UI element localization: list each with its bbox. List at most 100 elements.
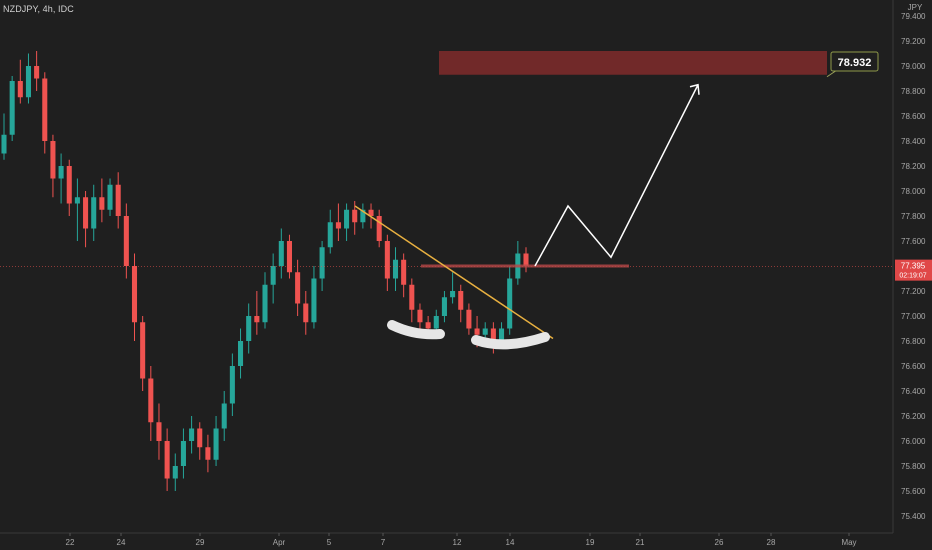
price-tick-label: 75.600 bbox=[901, 487, 926, 496]
candle-body bbox=[523, 253, 529, 266]
candle bbox=[295, 259, 301, 316]
price-tick-label: 75.800 bbox=[901, 462, 926, 471]
current-price-countdown: 02:19:07 bbox=[899, 273, 926, 280]
candle bbox=[74, 178, 80, 241]
candle bbox=[123, 203, 129, 279]
price-tick-label: 77.000 bbox=[901, 312, 926, 321]
price-tick-label: 79.400 bbox=[901, 12, 926, 21]
candle bbox=[164, 428, 170, 491]
candle-body bbox=[327, 222, 333, 248]
target-zone-layer: 78.932 bbox=[439, 51, 879, 78]
price-tick-label: 75.400 bbox=[901, 512, 926, 521]
candle bbox=[507, 266, 513, 335]
target-label-pointer bbox=[826, 70, 837, 78]
candle-body bbox=[205, 447, 211, 460]
current-price-box bbox=[895, 259, 932, 281]
candle bbox=[221, 391, 227, 441]
candle-body bbox=[286, 241, 292, 273]
candle-body bbox=[180, 441, 186, 466]
candle bbox=[83, 191, 89, 248]
candle-body bbox=[221, 403, 227, 429]
candle-body bbox=[409, 284, 415, 310]
candle bbox=[401, 253, 407, 298]
candle-body bbox=[99, 197, 105, 210]
candle bbox=[238, 328, 244, 379]
candle-body bbox=[352, 209, 358, 223]
candle-body bbox=[50, 141, 56, 179]
bottom-highlight-left bbox=[387, 320, 445, 340]
candle-body bbox=[278, 241, 284, 266]
candle bbox=[286, 234, 292, 279]
candle-body bbox=[148, 378, 154, 423]
candle bbox=[9, 76, 15, 141]
candle-body bbox=[295, 272, 301, 304]
candle-body bbox=[262, 284, 268, 323]
grid-layer bbox=[0, 0, 894, 534]
candle-body bbox=[213, 428, 219, 460]
candle bbox=[311, 266, 317, 329]
time-tick-label: May bbox=[841, 538, 856, 547]
target-label-box bbox=[830, 51, 879, 72]
price-tick-label: 78.400 bbox=[901, 137, 926, 146]
candle bbox=[1, 113, 7, 160]
candle-body bbox=[123, 216, 129, 266]
candle-body bbox=[474, 328, 480, 335]
projection-arrowhead bbox=[689, 83, 700, 95]
price-tick-label: 76.800 bbox=[901, 337, 926, 346]
time-tick-label: 29 bbox=[196, 538, 205, 547]
candle bbox=[278, 228, 284, 279]
candle bbox=[384, 234, 390, 291]
candle bbox=[107, 178, 113, 216]
candle bbox=[246, 303, 252, 354]
candle-body bbox=[17, 81, 23, 98]
target-price-label: 78.932 bbox=[826, 51, 879, 78]
candle bbox=[17, 59, 23, 104]
candle bbox=[189, 416, 195, 454]
bottom-highlight-right bbox=[471, 332, 550, 350]
candle-body bbox=[25, 66, 31, 98]
candle-body bbox=[335, 222, 341, 229]
price-tick-label: 76.600 bbox=[901, 362, 926, 371]
price-tick-label: 76.400 bbox=[901, 387, 926, 396]
candle-body bbox=[270, 266, 276, 285]
drawings-layer bbox=[0, 83, 893, 350]
candles-layer bbox=[1, 51, 529, 491]
candle-body bbox=[303, 303, 309, 323]
time-tick-label: 28 bbox=[767, 538, 776, 547]
candle-body bbox=[58, 166, 64, 179]
current-price-label: 77.395 02:19:07 bbox=[895, 259, 932, 281]
time-tick-label: 12 bbox=[453, 538, 462, 547]
candle-body bbox=[164, 441, 170, 479]
candle bbox=[327, 209, 333, 254]
candle bbox=[213, 416, 219, 466]
candle-body bbox=[490, 328, 496, 341]
candle bbox=[409, 278, 415, 323]
price-tick-label: 78.000 bbox=[901, 187, 926, 196]
candle bbox=[335, 203, 341, 241]
time-tick-label: 19 bbox=[586, 538, 595, 547]
price-tick-label: 77.600 bbox=[901, 237, 926, 246]
candle-body bbox=[441, 297, 447, 316]
candle bbox=[50, 134, 56, 198]
candle-body bbox=[392, 259, 399, 279]
candle-body bbox=[311, 278, 317, 323]
price-tick-label: 76.000 bbox=[901, 437, 926, 446]
candle-body bbox=[425, 322, 431, 329]
candle-body bbox=[74, 197, 80, 204]
target-zone bbox=[439, 51, 827, 75]
candle-body bbox=[417, 309, 423, 323]
candle bbox=[172, 453, 178, 491]
candle bbox=[99, 178, 105, 223]
candle-body bbox=[115, 184, 121, 216]
candle-body bbox=[368, 209, 374, 216]
candle-body bbox=[458, 291, 464, 310]
candle bbox=[205, 434, 211, 473]
price-tick-label: 77.200 bbox=[901, 287, 926, 296]
candle bbox=[197, 422, 203, 460]
candle bbox=[34, 51, 40, 91]
time-axis[interactable]: 22 24 29 Apr 5 7 12 14 19 21 26 28 May bbox=[66, 533, 857, 547]
candle-body bbox=[319, 247, 325, 279]
